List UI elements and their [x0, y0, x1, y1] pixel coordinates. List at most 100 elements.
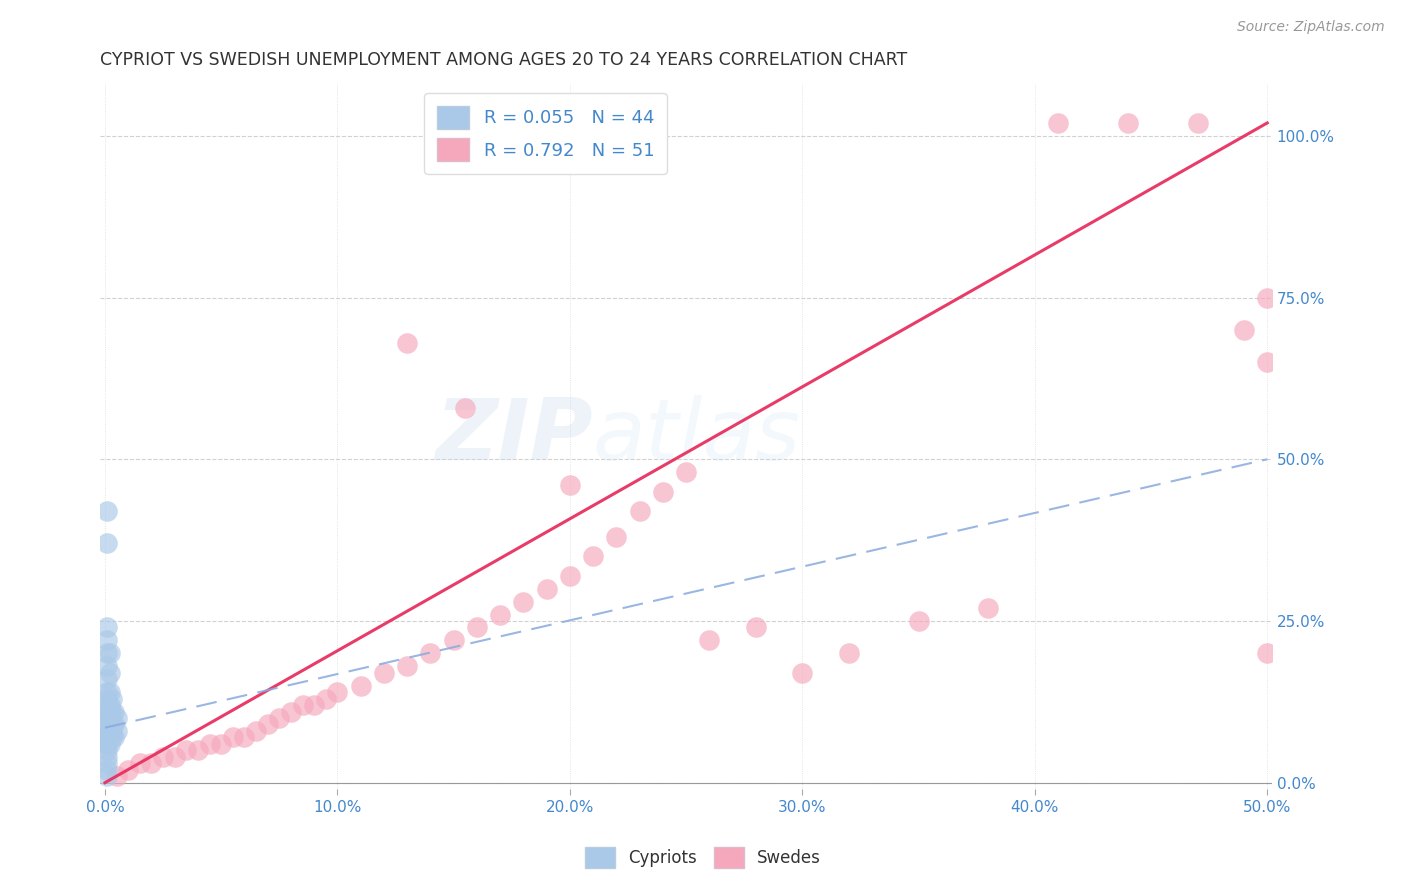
- Point: [350, 679, 373, 693]
- Point: [101, 705, 124, 719]
- Legend: Cypriots, Swedes: Cypriots, Swedes: [578, 840, 828, 875]
- Legend: R = 0.055   N = 44, R = 0.792   N = 51: R = 0.055 N = 44, R = 0.792 N = 51: [425, 93, 666, 174]
- Point: [1187, 116, 1209, 130]
- Point: [141, 756, 163, 771]
- Point: [98, 646, 121, 660]
- Point: [465, 620, 488, 634]
- Point: [302, 698, 325, 712]
- Point: [101, 717, 124, 731]
- Point: [98, 717, 121, 731]
- Text: CYPRIOT VS SWEDISH UNEMPLOYMENT AMONG AGES 20 TO 24 YEARS CORRELATION CHART: CYPRIOT VS SWEDISH UNEMPLOYMENT AMONG AG…: [100, 51, 908, 69]
- Point: [651, 484, 673, 499]
- Point: [222, 731, 245, 745]
- Point: [907, 614, 929, 628]
- Point: [675, 465, 697, 479]
- Point: [103, 717, 125, 731]
- Point: [628, 504, 651, 518]
- Point: [280, 705, 302, 719]
- Point: [98, 737, 121, 751]
- Point: [98, 665, 121, 680]
- Point: [792, 665, 814, 680]
- Point: [176, 743, 198, 757]
- Point: [152, 749, 174, 764]
- Point: [96, 711, 118, 725]
- Point: [96, 743, 118, 757]
- Point: [96, 705, 118, 719]
- Point: [512, 594, 534, 608]
- Point: [105, 769, 128, 783]
- Point: [105, 723, 128, 738]
- Point: [315, 691, 337, 706]
- Point: [96, 536, 118, 550]
- Point: [96, 731, 118, 745]
- Point: [1256, 646, 1278, 660]
- Point: [269, 711, 291, 725]
- Point: [396, 659, 419, 673]
- Point: [291, 698, 314, 712]
- Point: [96, 731, 118, 745]
- Point: [209, 737, 232, 751]
- Point: [96, 769, 118, 783]
- Point: [489, 607, 512, 622]
- Point: [96, 672, 118, 686]
- Point: [96, 685, 118, 699]
- Point: [96, 756, 118, 771]
- Point: [98, 685, 121, 699]
- Point: [745, 620, 768, 634]
- Point: [103, 705, 125, 719]
- Point: [536, 582, 558, 596]
- Point: [96, 731, 118, 745]
- Point: [96, 763, 118, 777]
- Point: [98, 723, 121, 738]
- Text: ZIP: ZIP: [434, 395, 592, 478]
- Point: [98, 711, 121, 725]
- Point: [96, 633, 118, 648]
- Point: [396, 335, 419, 350]
- Point: [96, 698, 118, 712]
- Point: [233, 731, 256, 745]
- Point: [96, 749, 118, 764]
- Point: [1256, 291, 1278, 305]
- Point: [96, 659, 118, 673]
- Point: [1116, 116, 1139, 130]
- Point: [582, 549, 605, 564]
- Point: [128, 756, 150, 771]
- Point: [163, 749, 186, 764]
- Point: [105, 711, 128, 725]
- Point: [98, 698, 121, 712]
- Point: [1047, 116, 1070, 130]
- Point: [98, 723, 121, 738]
- Text: atlas: atlas: [592, 395, 800, 478]
- Point: [256, 717, 278, 731]
- Point: [101, 691, 124, 706]
- Point: [605, 530, 627, 544]
- Point: [454, 401, 477, 415]
- Point: [101, 731, 124, 745]
- Point: [245, 723, 267, 738]
- Point: [558, 568, 581, 582]
- Text: Source: ZipAtlas.com: Source: ZipAtlas.com: [1237, 20, 1385, 34]
- Point: [96, 504, 118, 518]
- Point: [117, 763, 139, 777]
- Point: [187, 743, 209, 757]
- Point: [96, 691, 118, 706]
- Point: [558, 478, 581, 492]
- Point: [1256, 355, 1278, 369]
- Point: [198, 737, 221, 751]
- Point: [96, 646, 118, 660]
- Point: [96, 737, 118, 751]
- Point: [96, 723, 118, 738]
- Point: [101, 723, 124, 738]
- Point: [373, 665, 395, 680]
- Point: [96, 737, 118, 751]
- Point: [699, 633, 721, 648]
- Point: [103, 731, 125, 745]
- Point: [443, 633, 465, 648]
- Point: [838, 646, 860, 660]
- Point: [977, 601, 1000, 615]
- Point: [98, 705, 121, 719]
- Point: [96, 717, 118, 731]
- Point: [96, 620, 118, 634]
- Point: [1233, 323, 1256, 337]
- Point: [419, 646, 441, 660]
